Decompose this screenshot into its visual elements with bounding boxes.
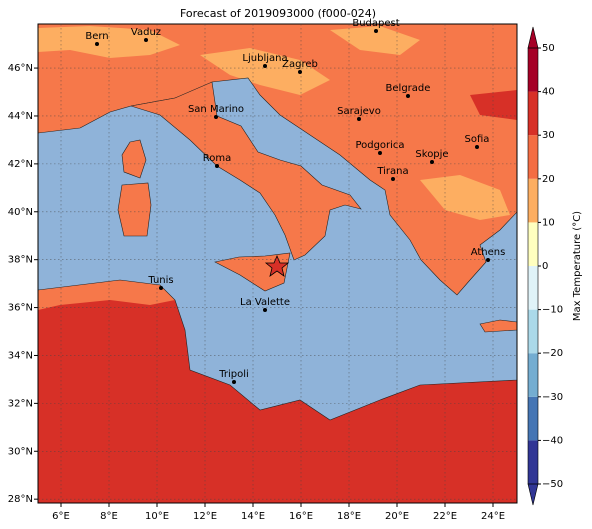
x-tick-label: 12°E <box>193 511 217 522</box>
city-dot <box>374 29 378 33</box>
italy <box>130 81 362 261</box>
land-cool <box>38 26 180 58</box>
x-tick-label: 22°E <box>433 511 457 522</box>
city-dot <box>378 151 382 155</box>
city-dot <box>144 38 148 42</box>
colorbar-tick-label: 10 <box>542 217 555 228</box>
city-label: San Marino <box>188 104 244 115</box>
y-tick-label: 44°N <box>8 111 33 122</box>
x-tick-label: 10°E <box>145 511 169 522</box>
city-label: Bern <box>85 31 108 42</box>
title: Forecast of 2019093000 (f000-024) <box>180 7 376 20</box>
city-dot <box>214 115 218 119</box>
colorbar-label: Max Temperature (°C) <box>572 211 583 321</box>
colorbar-extend <box>527 26 539 49</box>
colorbar-tick-label: −40 <box>542 435 563 446</box>
land-cool <box>200 48 330 95</box>
city-dot <box>475 145 479 149</box>
city-label: Ljubljana <box>242 53 287 64</box>
colorbar-segment <box>528 309 538 354</box>
colorbar-segment <box>528 353 538 397</box>
x-tick-label: 8°E <box>100 511 118 522</box>
y-tick-label: 34°N <box>8 350 33 361</box>
africa-coast <box>38 280 175 310</box>
city-dot <box>298 70 302 74</box>
y-tick-label: 38°N <box>8 255 33 266</box>
y-tick-label: 42°N <box>8 159 33 170</box>
city-dot <box>406 94 410 98</box>
city-label: Budapest <box>352 18 399 29</box>
colorbar-tick-label: 20 <box>542 174 555 185</box>
colorbar-tick-label: 0 <box>542 261 548 272</box>
city-dot <box>430 160 434 164</box>
city-dot <box>357 117 361 121</box>
colorbar-segment <box>528 440 538 484</box>
city-label: Podgorica <box>355 140 404 151</box>
colorbar-extend <box>527 483 539 506</box>
land-cool <box>330 26 420 55</box>
y-tick-label: 40°N <box>8 207 33 218</box>
y-tick-label: 32°N <box>8 398 33 409</box>
colorbar-segment <box>528 91 538 136</box>
x-tick-label: 18°E <box>337 511 361 522</box>
city-label: Athens <box>471 247 506 258</box>
city-dot <box>486 258 490 262</box>
city-label: Vaduz <box>131 27 161 38</box>
map-frame <box>37 23 518 504</box>
colorbar-tick-label: 50 <box>542 43 555 54</box>
corsica <box>121 139 147 179</box>
city-dot <box>95 42 99 46</box>
x-tick-label: 14°E <box>241 511 265 522</box>
colorbar-tick-label: −50 <box>542 479 563 490</box>
x-tick-label: 24°E <box>481 511 505 522</box>
africa <box>38 280 517 503</box>
sicily <box>214 252 291 292</box>
city-dot <box>391 177 395 181</box>
y-tick-label: 46°N <box>8 63 33 74</box>
city-label: Roma <box>203 153 232 164</box>
sardinia <box>117 182 152 237</box>
city-label: Skopje <box>415 149 448 160</box>
colorbar-segment <box>528 178 538 223</box>
land-warm <box>470 90 517 120</box>
city-label: Tirana <box>376 166 408 177</box>
city-label: La Valette <box>240 297 290 308</box>
colorbar-tick-label: 30 <box>542 130 555 141</box>
city-label: Tripoli <box>218 369 249 380</box>
colorbar-tick-label: 40 <box>542 87 555 98</box>
city-label: Zagreb <box>282 59 318 70</box>
crete <box>479 319 517 333</box>
city-label: Tunis <box>147 275 173 286</box>
colorbar-segment <box>528 396 538 441</box>
colorbar-segment <box>528 48 538 92</box>
city-dot <box>215 164 219 168</box>
colorbar-tick-label: −10 <box>542 305 563 316</box>
colorbar-segment <box>528 222 538 266</box>
sea <box>38 77 517 421</box>
city-dot <box>263 64 267 68</box>
city-dot <box>232 380 236 384</box>
land-cool <box>420 175 510 220</box>
map-area <box>38 24 517 503</box>
colorbar-tick-label: −20 <box>542 348 563 359</box>
city-label: Sofia <box>465 134 490 145</box>
city-dot <box>159 286 163 290</box>
city-label: Sarajevo <box>337 106 381 117</box>
colorbar-segment <box>528 266 538 310</box>
x-tick-label: 6°E <box>52 511 70 522</box>
city-label: Belgrade <box>386 83 431 94</box>
y-tick-label: 28°N <box>8 494 33 505</box>
y-tick-label: 30°N <box>8 446 33 457</box>
colorbar-tick-label: −30 <box>542 392 563 403</box>
x-tick-label: 16°E <box>289 511 313 522</box>
city-dot <box>263 308 267 312</box>
y-tick-label: 36°N <box>8 303 33 314</box>
x-tick-label: 20°E <box>385 511 409 522</box>
marker-star <box>264 254 290 277</box>
colorbar-segment <box>528 135 538 179</box>
